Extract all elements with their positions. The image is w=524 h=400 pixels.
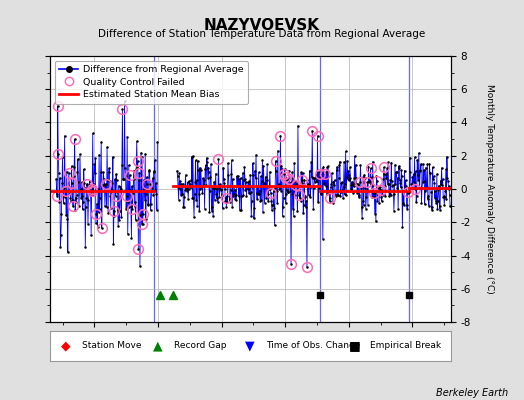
Text: Empirical Break: Empirical Break <box>370 341 442 350</box>
Y-axis label: Monthly Temperature Anomaly Difference (°C): Monthly Temperature Anomaly Difference (… <box>485 84 494 294</box>
Text: Record Gap: Record Gap <box>174 341 226 350</box>
Text: ■: ■ <box>348 339 361 352</box>
Text: Time of Obs. Change: Time of Obs. Change <box>266 341 361 350</box>
Text: Berkeley Earth: Berkeley Earth <box>436 388 508 398</box>
Legend: Difference from Regional Average, Quality Control Failed, Estimated Station Mean: Difference from Regional Average, Qualit… <box>54 61 248 104</box>
Text: ▲: ▲ <box>153 339 163 352</box>
Text: ▼: ▼ <box>245 339 255 352</box>
Text: Station Move: Station Move <box>82 341 141 350</box>
Text: Difference of Station Temperature Data from Regional Average: Difference of Station Temperature Data f… <box>99 29 425 39</box>
Text: NAZYVOEVSK: NAZYVOEVSK <box>204 18 320 33</box>
Text: ◆: ◆ <box>61 339 71 352</box>
